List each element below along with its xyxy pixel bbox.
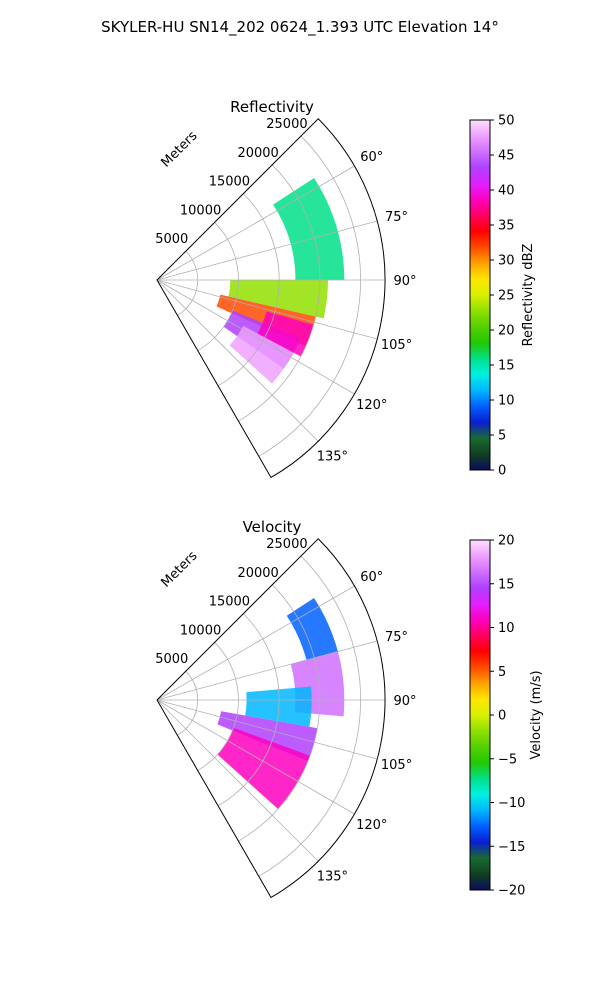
colorbar-tick-label: −15 [498,840,525,855]
range-tick-label: 10000 [180,623,221,638]
range-ring [258,135,361,457]
echo-region [229,325,294,384]
figure-suptitle: SKYLER-HU SN14_202 0624_1.393 UTC Elevat… [101,18,499,37]
colorbar-tick-label: 5 [498,665,506,680]
azimuth-gridline [156,279,319,442]
colorbar-tick-label: 20 [498,534,515,549]
sector-frame [156,538,386,899]
azimuth-gridline [156,585,355,701]
range-tick-label: 10000 [180,203,221,218]
azimuth-tick-label: 75° [385,630,408,645]
velocity-panel: Velocity 60° 75° 90° 105° 120° 135° 5000 10000 1… [155,518,544,899]
range-ring [258,555,361,877]
azimuth-gridline [156,279,355,395]
velocity-colorbar-label: Velocity (m/s) [529,670,544,759]
velocity-colorbar-ticks: −20 −15 −10 −5 0 5 10 15 20 [490,534,525,899]
azimuth-tick-label: 60° [360,150,383,165]
range-ring [217,613,280,807]
colorbar-tick-label: −10 [498,796,525,811]
colorbar-tick-label: 15 [498,577,515,592]
reflectivity-colorbar-label: Reflectivity dBZ [521,244,536,347]
azimuth-tick-label: 135° [317,449,348,464]
echo-region [273,177,345,280]
azimuth-gridline [156,220,378,281]
panel-title-reflectivity: Reflectivity [230,98,314,116]
azimuth-gridline [156,699,319,862]
colorbar-tick-label: 0 [498,464,506,479]
colorbar-tick-label: 50 [498,114,515,129]
range-tick-label: 20000 [237,566,278,581]
azimuth-tick-label: 135° [317,869,348,884]
colorbar-tick-label: 10 [498,394,515,409]
range-ring [217,193,280,387]
colorbar-tick-label: 15 [498,359,515,374]
reflectivity-ticks: 60° 75° 90° 105° 120° 135° 5000 10000 15000 20000… [155,117,416,464]
azimuth-gridline [156,640,378,701]
range-ring [177,670,199,736]
azimuth-tick-label: 90° [393,694,416,709]
colorbar-tick-label: −5 [498,752,517,767]
echo-region [217,711,318,762]
range-tick-label: 15000 [209,595,250,610]
range-ring [197,642,239,771]
azimuth-tick-label: 90° [393,274,416,289]
range-label-meters: Meters [159,128,201,170]
range-tick-label: 20000 [237,146,278,161]
range-tick-label: 25000 [266,117,307,132]
azimuth-tick-label: 105° [381,758,412,773]
azimuth-tick-label: 120° [356,398,387,413]
echo-region [228,280,328,319]
velocity-echoes [217,597,345,809]
reflectivity-echoes [216,177,345,384]
azimuth-gridline [156,165,355,281]
colorbar-tick-label: 25 [498,289,515,304]
echo-region [286,597,338,660]
echo-region [245,686,312,727]
azimuth-gridline [156,699,378,760]
reflectivity-grid [156,118,386,479]
sector-frame [156,118,386,479]
velocity-colorbar [469,539,491,891]
azimuth-tick-label: 75° [385,210,408,225]
range-tick-label: 5000 [155,652,188,667]
velocity-grid [156,538,386,899]
range-tick-label: 25000 [266,537,307,552]
panel-title-velocity: Velocity [243,518,302,536]
azimuth-gridline [156,699,355,815]
azimuth-gridline [156,279,378,340]
colorbar-tick-label: 30 [498,254,515,269]
velocity-ticks: 60° 75° 90° 105° 120° 135° 5000 10000 15000 20000… [155,537,416,884]
range-tick-label: 15000 [209,175,250,190]
colorbar-tick-label: 20 [498,324,515,339]
range-tick-label: 5000 [155,232,188,247]
reflectivity-colorbar-ticks: 0 5 10 15 20 25 30 35 40 45 50 [490,114,515,479]
colorbar-tick-label: 0 [498,709,506,724]
range-ring [177,250,199,316]
colorbar-tick-label: 45 [498,149,515,164]
colorbar-tick-label: 5 [498,429,506,444]
colorbar-tick-label: 40 [498,184,515,199]
range-label-meters: Meters [159,548,201,590]
azimuth-tick-label: 120° [356,818,387,833]
colorbar-tick-label: −20 [498,884,525,899]
reflectivity-panel: Reflectivity 60° 75° 90° 105° 120° 135° 5000 10… [155,98,536,479]
colorbar-tick-label: 35 [498,219,515,234]
range-ring [197,222,239,351]
azimuth-tick-label: 60° [360,570,383,585]
azimuth-tick-label: 105° [381,338,412,353]
reflectivity-colorbar [469,119,491,471]
colorbar-tick-label: 10 [498,621,515,636]
